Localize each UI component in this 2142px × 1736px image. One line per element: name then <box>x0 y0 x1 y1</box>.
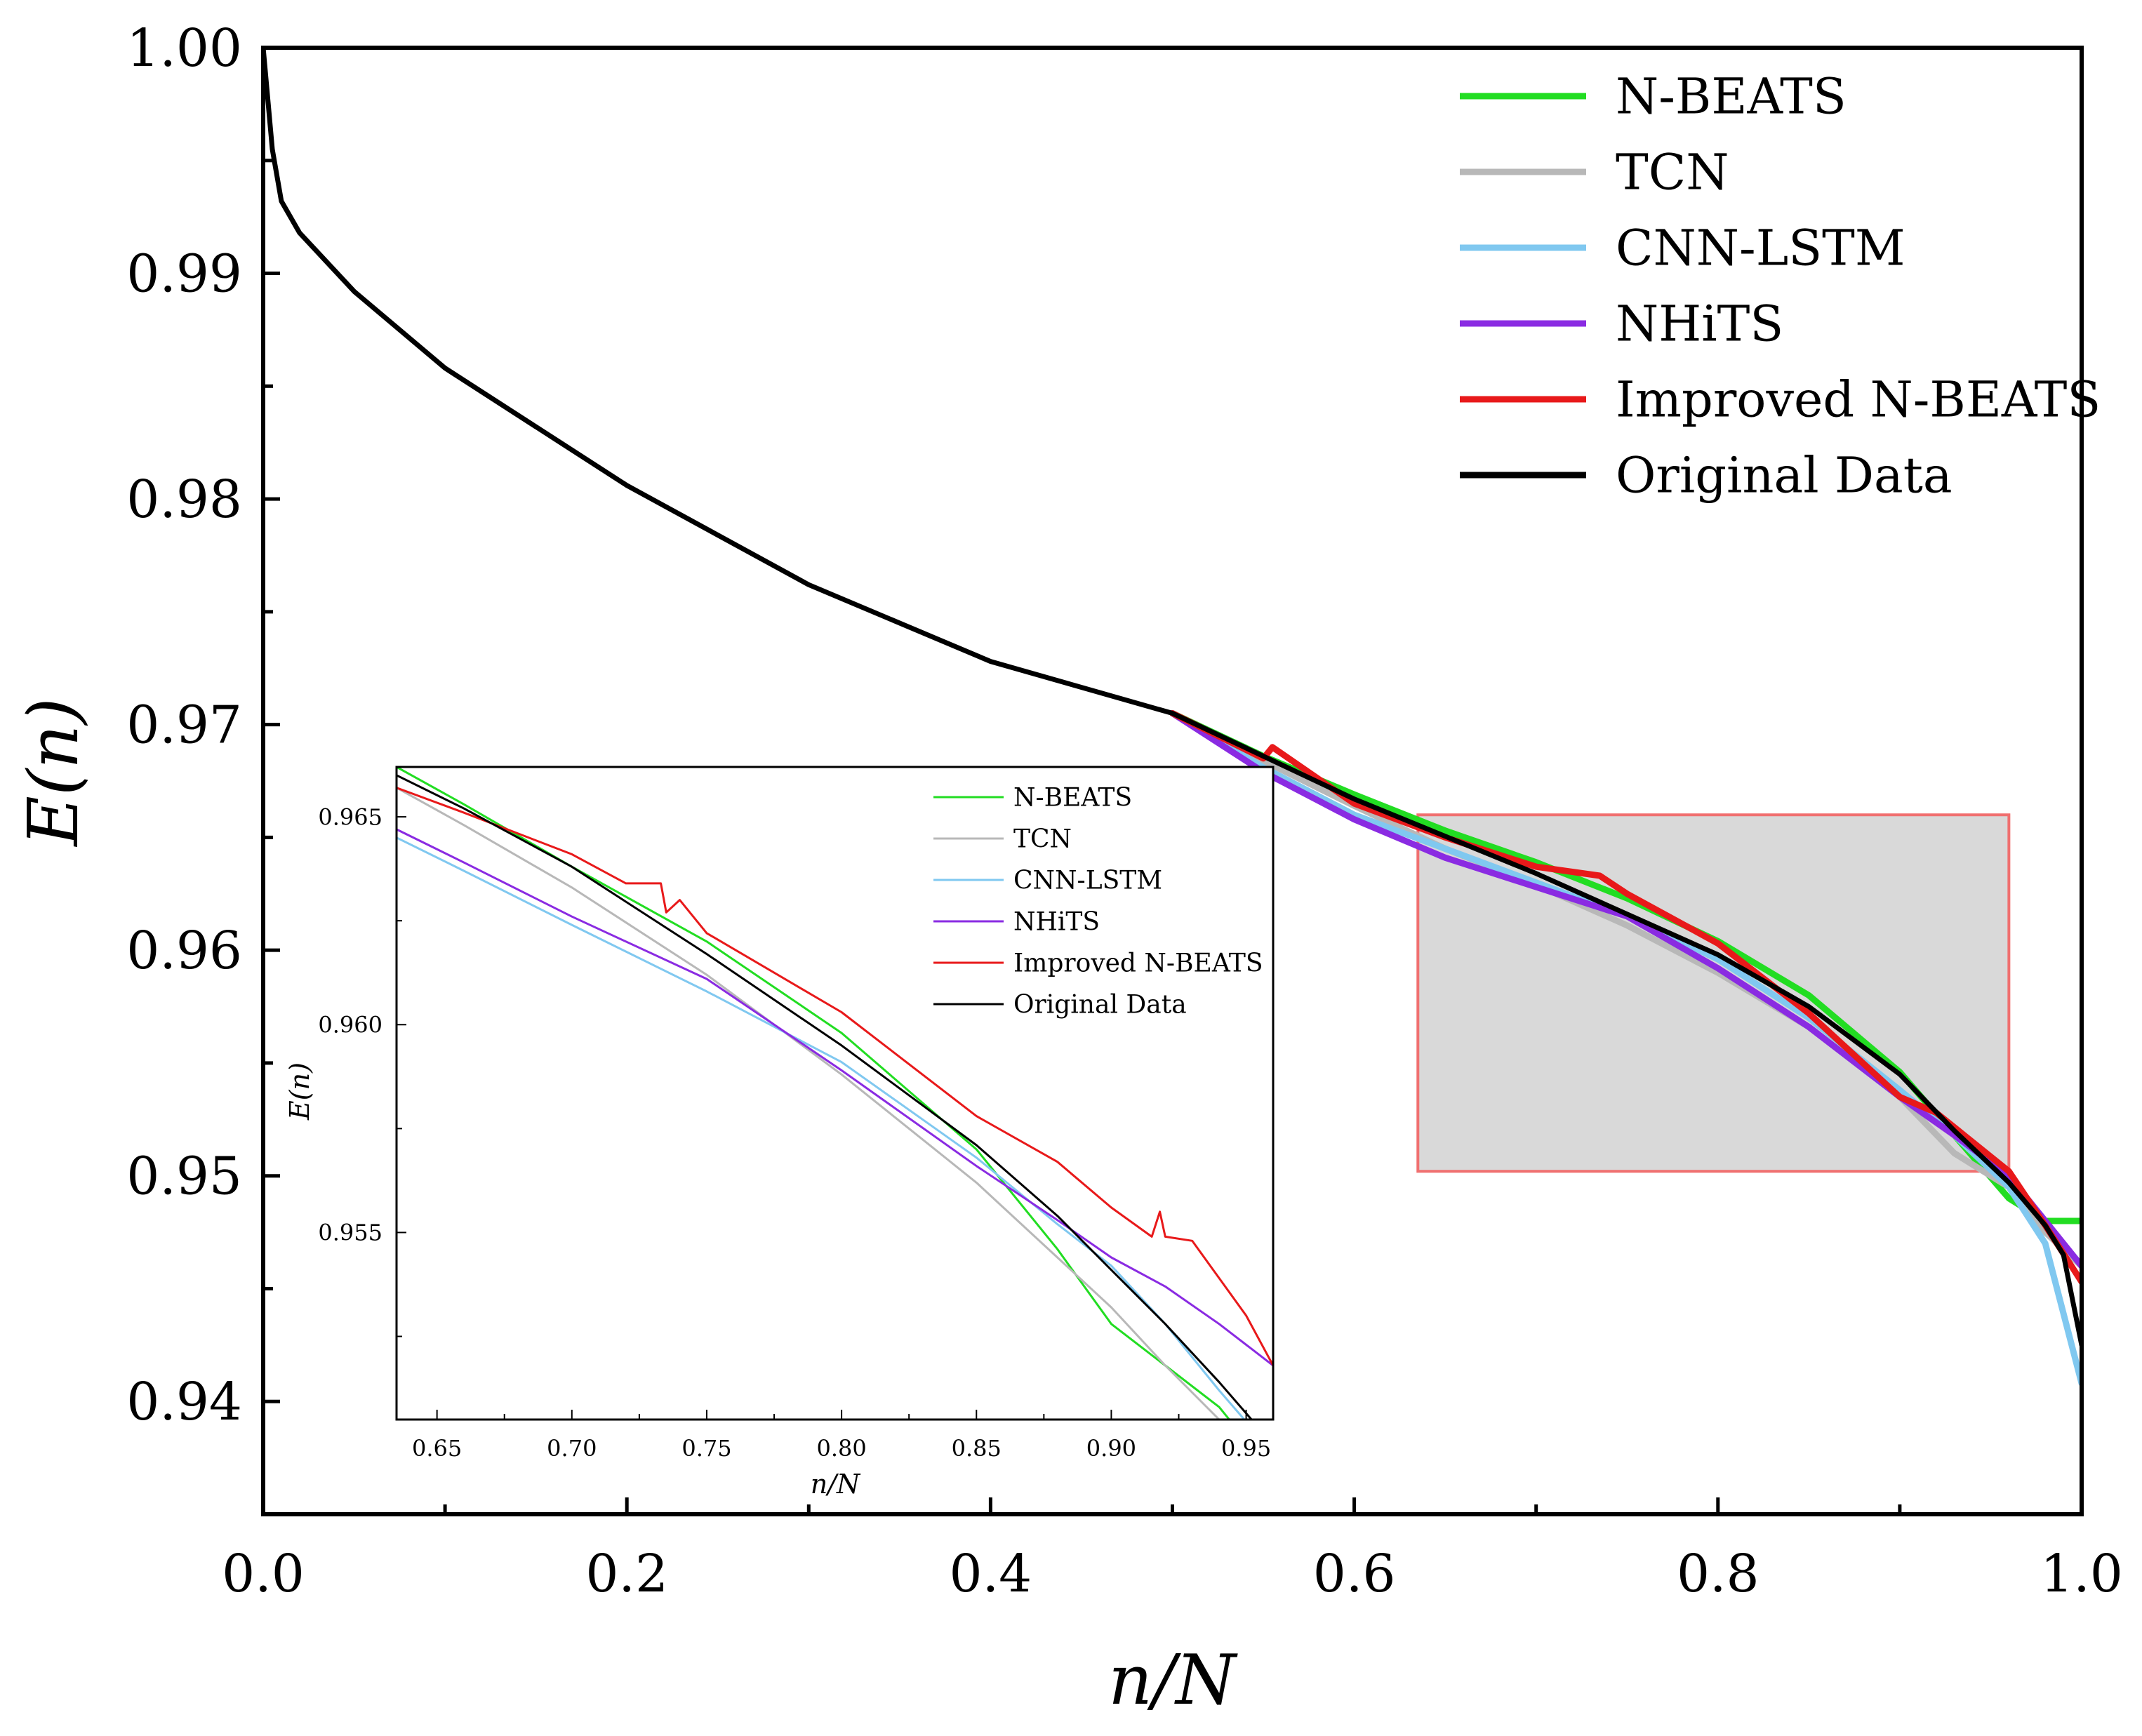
inset-series-tcn <box>397 787 1221 1420</box>
main-y-tick-label: 0.96 <box>126 921 242 981</box>
inset-series-group <box>397 767 1273 1420</box>
inset-y-tick-label: 0.965 <box>318 803 382 830</box>
inset-x-axis: 0.65 0.70 0.75 0.80 0.85 0.90 0.95 <box>412 1410 1271 1462</box>
main-x-tick-label: 0.0 <box>222 1544 305 1604</box>
main-y-tick-label: 0.97 <box>126 695 242 756</box>
inset-x-tick-label: 0.65 <box>412 1435 462 1462</box>
inset-y-tick-label: 0.960 <box>318 1011 382 1038</box>
inset-series-cnn-lstm <box>397 836 1246 1420</box>
main-series-original-data <box>263 48 2082 1348</box>
main-x-tick-label: 0.4 <box>950 1544 1032 1604</box>
inset-y-tick-label: 0.955 <box>318 1220 382 1246</box>
inset-x-tick-label: 0.95 <box>1221 1435 1271 1462</box>
inset-legend-label-cnn-lstm: CNN-LSTM <box>1013 867 1162 895</box>
inset-legend-label-original-data: Original Data <box>1013 991 1187 1020</box>
inset-plot-frame <box>395 766 1275 1421</box>
inset-series-n-beats <box>397 767 1231 1420</box>
inset-background <box>397 767 1273 1420</box>
main-x-tick-label: 1.0 <box>2040 1544 2123 1604</box>
inset-plot: 0.65 0.70 0.75 0.80 0.85 0.90 0.95 0.9550.9600… <box>284 766 1275 1500</box>
main-x-axis-label: n/N <box>1108 1641 1238 1721</box>
inset-x-tick-label: 0.70 <box>547 1435 597 1462</box>
main-legend-label-nhits: NHiTS <box>1616 295 1783 353</box>
main-legend-label-improved-n-beats: Improved N-BEATS <box>1616 371 2101 429</box>
main-x-tick-label: 0.2 <box>585 1544 668 1604</box>
main-legend-label-n-beats: N-BEATS <box>1616 68 1847 126</box>
main-y-tick-label: 0.98 <box>126 469 242 530</box>
main-plot: 0.0 0.2 0.4 0.6 0.8 1.0 0.940.950.960.970.980… <box>14 18 2123 1721</box>
main-x-tick-label: 0.8 <box>1677 1544 1760 1604</box>
main-y-axis: 0.94 0.95 0.96 0.97 0.98 0.99 1.00 <box>126 18 280 1432</box>
inset-legend-label-improved-n-beats: Improved N-BEATS <box>1013 949 1263 978</box>
inset-series-original-data <box>397 774 1253 1420</box>
main-legend-label-tcn: TCN <box>1616 144 1729 201</box>
inset-x-tick-label: 0.75 <box>681 1435 731 1462</box>
main-x-tick-label: 0.6 <box>1313 1544 1396 1604</box>
main-y-axis-label: E(n) <box>14 697 94 847</box>
inset-legend-label-nhits: NHiTS <box>1013 908 1100 937</box>
inset-legend: N-BEATS TCN CNN-LSTM NHiTS Improved N-BEATS O… <box>933 784 1263 1020</box>
inset-x-tick-label: 0.90 <box>1086 1435 1136 1462</box>
inset-y-axis-label: E(n) <box>284 1062 315 1121</box>
inset-legend-label-tcn: TCN <box>1013 825 1072 854</box>
inset-legend-label-n-beats: N-BEATS <box>1013 784 1132 813</box>
inset-x-axis-label: n/N <box>811 1469 861 1500</box>
main-legend: N-BEATS TCN CNN-LSTM NHiTS Improved N-BEATS O… <box>1460 68 2101 505</box>
inset-series-nhits <box>397 828 1273 1367</box>
inset-y-axis: 0.955 0.960 0.965 <box>318 803 406 1337</box>
inset-x-tick-label: 0.85 <box>952 1435 1002 1462</box>
main-legend-label-cnn-lstm: CNN-LSTM <box>1616 220 1905 277</box>
main-series-improved-n-beats <box>1169 710 2082 1286</box>
main-y-tick-label: 0.94 <box>126 1372 242 1432</box>
main-y-tick-label: 1.00 <box>126 18 242 79</box>
main-legend-label-original-data: Original Data <box>1616 447 1953 505</box>
main-series-cnn-lstm <box>1169 710 2082 1387</box>
main-y-tick-label: 0.99 <box>126 243 242 304</box>
inset-series-improved-n-beats <box>397 787 1273 1367</box>
main-series-group <box>263 48 2082 1387</box>
inset-x-tick-label: 0.80 <box>816 1435 866 1462</box>
main-y-tick-label: 0.95 <box>126 1147 242 1207</box>
main-x-axis: 0.0 0.2 0.4 0.6 0.8 1.0 <box>222 1497 2123 1604</box>
